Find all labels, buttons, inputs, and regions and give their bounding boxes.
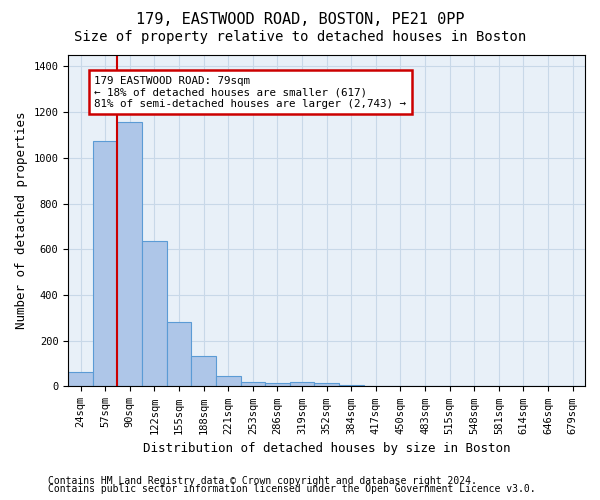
Text: Size of property relative to detached houses in Boston: Size of property relative to detached ho… — [74, 30, 526, 44]
Bar — [68, 372, 93, 386]
Bar — [216, 376, 241, 386]
Bar — [265, 383, 290, 386]
Bar — [241, 382, 265, 386]
Bar — [93, 140, 118, 386]
Text: Contains HM Land Registry data © Crown copyright and database right 2024.: Contains HM Land Registry data © Crown c… — [48, 476, 477, 486]
Bar — [142, 242, 167, 386]
X-axis label: Distribution of detached houses by size in Boston: Distribution of detached houses by size … — [143, 442, 511, 455]
Bar — [118, 122, 142, 386]
Bar — [314, 383, 339, 386]
Text: Contains public sector information licensed under the Open Government Licence v3: Contains public sector information licen… — [48, 484, 536, 494]
Bar — [167, 322, 191, 386]
Bar — [191, 356, 216, 386]
Bar — [290, 382, 314, 386]
Y-axis label: Number of detached properties: Number of detached properties — [15, 112, 28, 330]
Text: 179 EASTWOOD ROAD: 79sqm
← 18% of detached houses are smaller (617)
81% of semi-: 179 EASTWOOD ROAD: 79sqm ← 18% of detach… — [94, 76, 406, 109]
Text: 179, EASTWOOD ROAD, BOSTON, PE21 0PP: 179, EASTWOOD ROAD, BOSTON, PE21 0PP — [136, 12, 464, 28]
